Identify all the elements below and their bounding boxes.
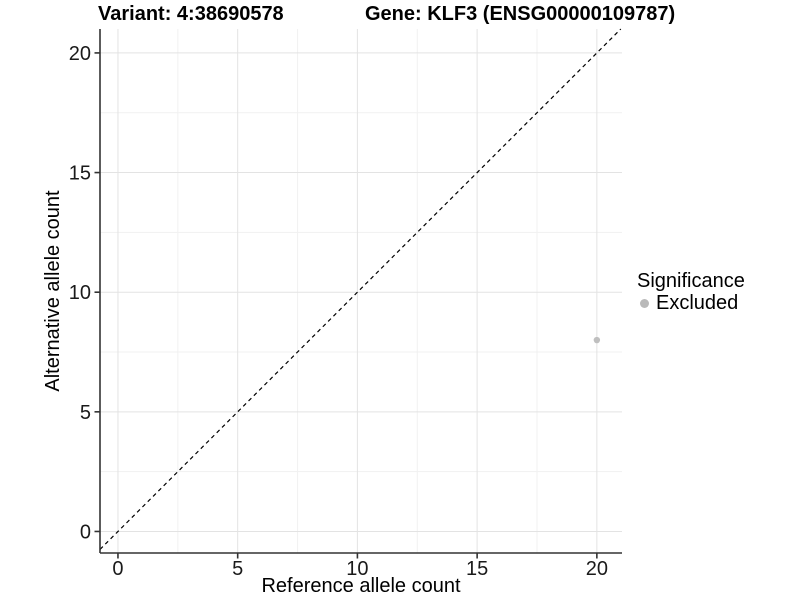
variant-title: Variant: 4:38690578 <box>98 3 284 25</box>
x-tick-label: 15 <box>466 558 488 580</box>
x-tick-label: 0 <box>112 558 123 580</box>
identity-dashed-line <box>99 28 622 550</box>
y-tick-label: 5 <box>80 402 91 424</box>
x-tick-label: 10 <box>346 558 368 580</box>
y-tick-label: 10 <box>69 282 91 304</box>
legend: Significance Excluded <box>637 270 745 314</box>
legend-key-circle-icon <box>640 298 649 308</box>
legend-entry: Excluded <box>637 292 745 314</box>
y-tick-label: 15 <box>69 163 91 185</box>
legend-title: Significance <box>637 270 745 292</box>
x-axis-label: Reference allele count <box>261 575 461 597</box>
x-tick-label: 20 <box>586 558 608 580</box>
y-axis-label: Alternative allele count <box>42 190 64 392</box>
x-tick-label: 5 <box>232 558 243 580</box>
legend-entry-label: Excluded <box>656 292 739 314</box>
y-tick-label: 0 <box>80 521 91 543</box>
data-point <box>593 336 601 344</box>
y-tick-label: 20 <box>69 43 91 65</box>
gene-title: Gene: KLF3 (ENSG00000109787) <box>365 3 676 25</box>
